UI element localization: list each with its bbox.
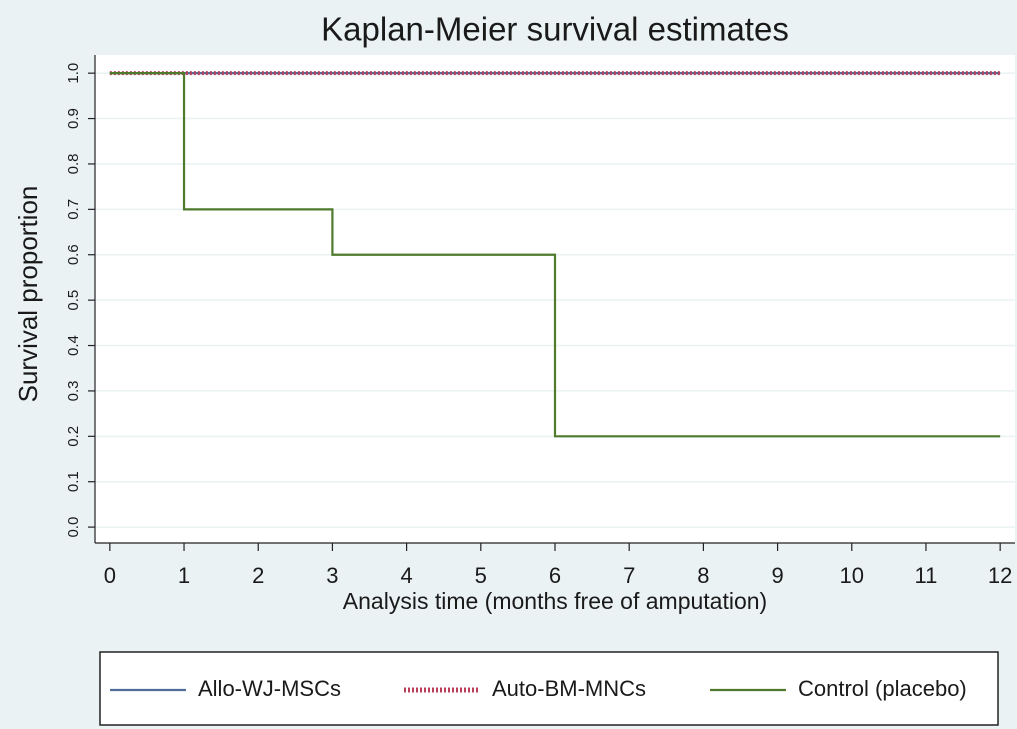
y-tick-label: 0.0: [65, 517, 82, 538]
y-tick-label: 0.6: [65, 244, 82, 265]
x-tick-label: 11: [915, 563, 938, 588]
survival-line: [109, 72, 1001, 438]
y-axis-label: Survival proportion: [13, 186, 43, 403]
legend-box: [99, 651, 999, 726]
y-tick-label: 0.5: [65, 290, 82, 311]
y-tick-label: 0.8: [65, 154, 82, 175]
x-tick-label: 6: [549, 563, 561, 588]
x-tick-label: 0: [104, 563, 116, 588]
legend-label: Auto-BM-MNCs: [492, 676, 646, 701]
x-tick-label: 5: [475, 563, 487, 588]
y-tick-label: 0.4: [65, 335, 82, 356]
x-tick-label: 1: [178, 563, 190, 588]
x-tick-label: 10: [840, 563, 864, 588]
y-tick-label: 0.1: [65, 471, 82, 492]
chart-title: Kaplan-Meier survival estimates: [321, 11, 789, 48]
x-tick-label: 2: [252, 563, 264, 588]
legend-label: Allo-WJ-MSCs: [198, 676, 341, 701]
y-tick-label: 0.2: [65, 426, 82, 447]
x-tick-label: 3: [326, 563, 338, 588]
x-tick-label: 12: [988, 563, 1012, 588]
legend-label: Control (placebo): [798, 676, 967, 701]
y-tick-label: 1.0: [65, 63, 82, 84]
x-tick-label: 4: [400, 563, 412, 588]
x-tick-label: 7: [623, 563, 635, 588]
x-tick-label: 8: [697, 563, 709, 588]
x-axis-label: Analysis time (months free of amputation…: [343, 588, 767, 614]
y-tick-label: 0.3: [65, 380, 82, 401]
x-tick-label: 9: [771, 563, 783, 588]
y-tick-label: 0.9: [65, 108, 82, 129]
y-tick-label: 0.7: [65, 199, 82, 220]
